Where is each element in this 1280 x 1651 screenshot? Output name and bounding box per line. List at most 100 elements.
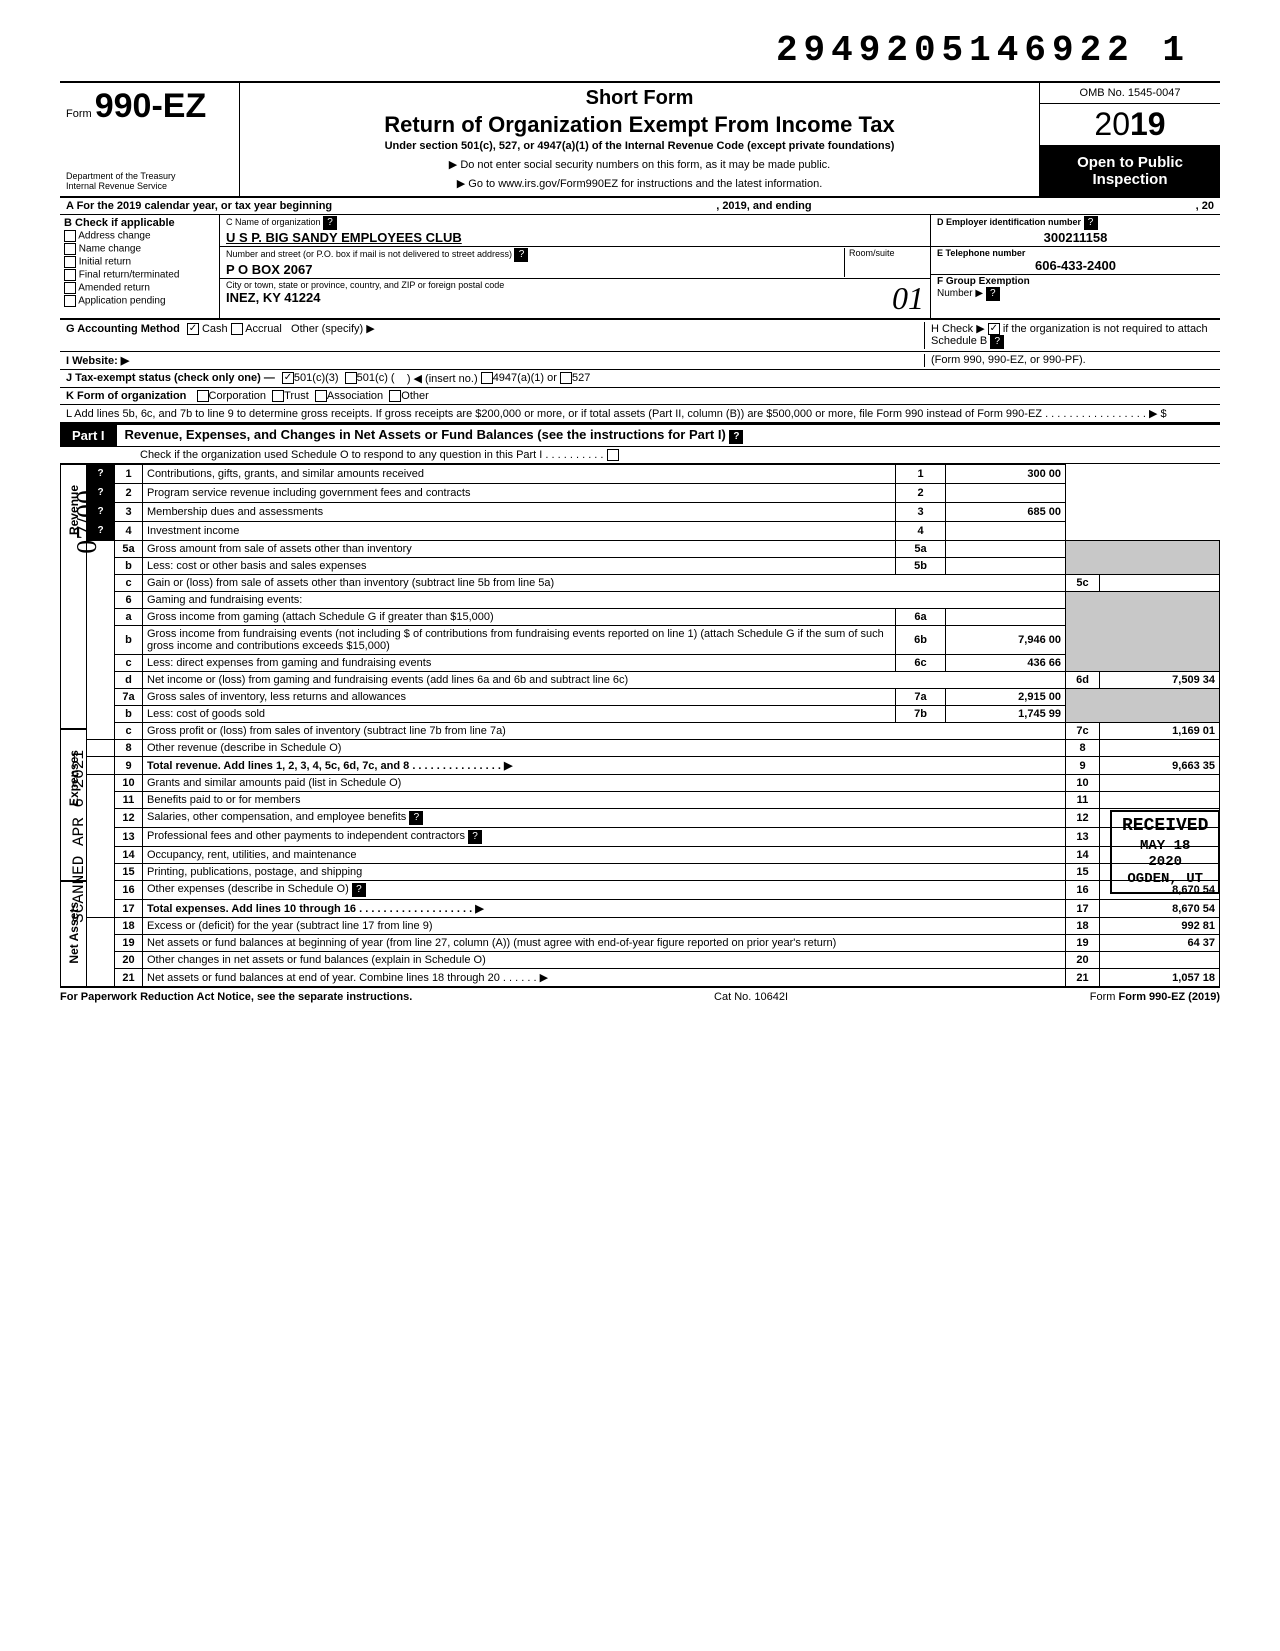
line-19: 19Net assets or fund balances at beginni…: [87, 935, 1220, 952]
chk-527[interactable]: [560, 372, 572, 384]
line-6d: dNet income or (loss) from gaming and fu…: [87, 672, 1220, 689]
501c-label: 501(c) (: [357, 372, 395, 385]
line-7b: bLess: cost of goods sold7b1,745 99: [87, 706, 1220, 723]
chk-initial-return[interactable]: Initial return: [64, 256, 215, 268]
help-icon[interactable]: ?: [729, 430, 743, 444]
chk-corporation[interactable]: [197, 390, 209, 402]
row-j: J Tax-exempt status (check only one) — ✓…: [60, 370, 1220, 388]
stamp-location: OGDEN, UT: [1122, 871, 1208, 888]
4947-label: 4947(a)(1) or: [493, 372, 557, 385]
revenue-table: ?1Contributions, gifts, grants, and simi…: [86, 464, 1220, 987]
no-ssn-text: ▶ Do not enter social security numbers o…: [248, 158, 1031, 171]
open-public-badge: Open to Public Inspection: [1040, 146, 1220, 196]
line-17: 17Total expenses. Add lines 10 through 1…: [87, 900, 1220, 918]
header-center: Short Form Return of Organization Exempt…: [240, 83, 1040, 196]
line-1: ?1Contributions, gifts, grants, and simi…: [87, 465, 1220, 484]
line-10: 10Grants and similar amounts paid (list …: [87, 775, 1220, 792]
line-7c: cGross profit or (loss) from sales of in…: [87, 723, 1220, 740]
help-icon[interactable]: ?: [352, 883, 366, 897]
line-5c: cGain or (loss) from sale of assets othe…: [87, 575, 1220, 592]
chk-label: Application pending: [78, 296, 165, 307]
line-6: 6Gaming and fundraising events:: [87, 592, 1220, 609]
chk-501c3[interactable]: ✓: [282, 372, 294, 384]
form-of-org-label: K Form of organization: [66, 390, 186, 402]
tax-exempt-label: J Tax-exempt status (check only one) —: [66, 372, 275, 385]
line-5a: 5aGross amount from sale of assets other…: [87, 541, 1220, 558]
line-6a: aGross income from gaming (attach Schedu…: [87, 609, 1220, 626]
help-icon[interactable]: ?: [409, 811, 423, 825]
line-14: 14Occupancy, rent, utilities, and mainte…: [87, 847, 1220, 864]
line-2: ?2Program service revenue including gove…: [87, 484, 1220, 503]
accounting-method-label: G Accounting Method: [66, 323, 180, 335]
form-header: Form 990-EZ Department of the Treasury I…: [60, 81, 1220, 198]
h-form-text: (Form 990, 990-EZ, or 990-PF).: [931, 354, 1086, 366]
org-name-cell: C Name of organization ? U S P. BIG SAND…: [220, 215, 930, 247]
year-suffix: 19: [1130, 106, 1166, 142]
chk-schedule-b[interactable]: ✓: [988, 323, 1000, 335]
line-6c: cLess: direct expenses from gaming and f…: [87, 655, 1220, 672]
lines-container: ?1Contributions, gifts, grants, and simi…: [86, 464, 1220, 987]
chk-name-change[interactable]: Name change: [64, 243, 215, 255]
chk-schedule-o[interactable]: [607, 449, 619, 461]
chk-accrual[interactable]: [231, 323, 243, 335]
received-stamp: RECEIVED MAY 18 2020 OGDEN, UT: [1110, 810, 1220, 894]
help-icon[interactable]: ?: [990, 335, 1004, 349]
help-icon[interactable]: ?: [986, 287, 1000, 301]
row-a-mid: , 2019, and ending: [716, 200, 811, 212]
chk-association[interactable]: [315, 390, 327, 402]
chk-label: Final return/terminated: [79, 270, 180, 281]
chk-application-pending[interactable]: Application pending: [64, 295, 215, 307]
chk-amended-return[interactable]: Amended return: [64, 282, 215, 294]
info-block: B Check if applicable Address change Nam…: [60, 215, 1220, 320]
help-icon[interactable]: ?: [1084, 216, 1098, 230]
help-icon[interactable]: ?: [514, 248, 528, 262]
part-1-check-text: Check if the organization used Schedule …: [140, 449, 603, 461]
chk-other-org[interactable]: [389, 390, 401, 402]
row-website: I Website: ▶ (Form 990, 990-EZ, or 990-P…: [60, 352, 1220, 370]
chk-4947[interactable]: [481, 372, 493, 384]
chk-cash[interactable]: ✓: [187, 323, 199, 335]
main-table-area: Revenue Expenses Net Assets ?1Contributi…: [60, 464, 1220, 987]
section-b-header: B Check if applicable: [64, 217, 215, 229]
room-suite: Room/suite: [844, 248, 924, 277]
assoc-label: Association: [327, 390, 383, 402]
document-number: 2949205146922 1: [60, 30, 1220, 71]
department-block: Department of the Treasury Internal Reve…: [66, 172, 233, 192]
h-check-label: H Check ▶: [931, 323, 985, 335]
chk-final-return[interactable]: Final return/terminated: [64, 269, 215, 281]
help-icon[interactable]: ?: [94, 467, 108, 481]
chk-address-change[interactable]: Address change: [64, 230, 215, 242]
other-specify-label: Other (specify) ▶: [291, 323, 375, 335]
ein-value: 300211158: [937, 230, 1214, 245]
group-exemption-label: F Group Exemption: [937, 276, 1030, 287]
under-section-text: Under section 501(c), 527, or 4947(a)(1)…: [248, 140, 1031, 152]
501c3-label: 501(c)(3): [294, 372, 339, 385]
section-e: E Telephone number 606-433-2400: [931, 247, 1220, 275]
chk-501c[interactable]: [345, 372, 357, 384]
chk-trust[interactable]: [272, 390, 284, 402]
city-cell: City or town, state or province, country…: [220, 279, 930, 318]
line-5b: bLess: cost or other basis and sales exp…: [87, 558, 1220, 575]
ein-label: D Employer identification number: [937, 217, 1081, 227]
tax-year: 2019: [1040, 104, 1220, 146]
form-prefix: Form: [66, 108, 92, 120]
line-13: 13Professional fees and other payments t…: [87, 828, 1220, 847]
part-1-title: Revenue, Expenses, and Changes in Net As…: [125, 427, 726, 442]
help-icon[interactable]: ?: [323, 216, 337, 230]
dept-irs: Internal Revenue Service: [66, 182, 233, 192]
row-a-begin: A For the 2019 calendar year, or tax yea…: [66, 200, 332, 212]
insert-no-label: ) ◀ (insert no.): [407, 372, 478, 385]
row-k: K Form of organization Corporation Trust…: [60, 388, 1220, 405]
corp-label: Corporation: [209, 390, 266, 402]
footer-right: Form Form 990-EZ (2019): [1090, 991, 1220, 1003]
goto-text: ▶ Go to www.irs.gov/Form990EZ for instru…: [248, 177, 1031, 190]
phone-label: E Telephone number: [937, 248, 1025, 258]
right-info-col: D Employer identification number ? 30021…: [930, 215, 1220, 318]
org-name-label: C Name of organization: [226, 217, 321, 227]
help-icon[interactable]: ?: [468, 830, 482, 844]
line-9: 9Total revenue. Add lines 1, 2, 3, 4, 5c…: [87, 757, 1220, 775]
city-label: City or town, state or province, country…: [226, 280, 504, 290]
chk-label: Initial return: [79, 257, 131, 268]
city-value: INEZ, KY 41224: [226, 290, 504, 305]
room-label: Room/suite: [849, 248, 924, 258]
